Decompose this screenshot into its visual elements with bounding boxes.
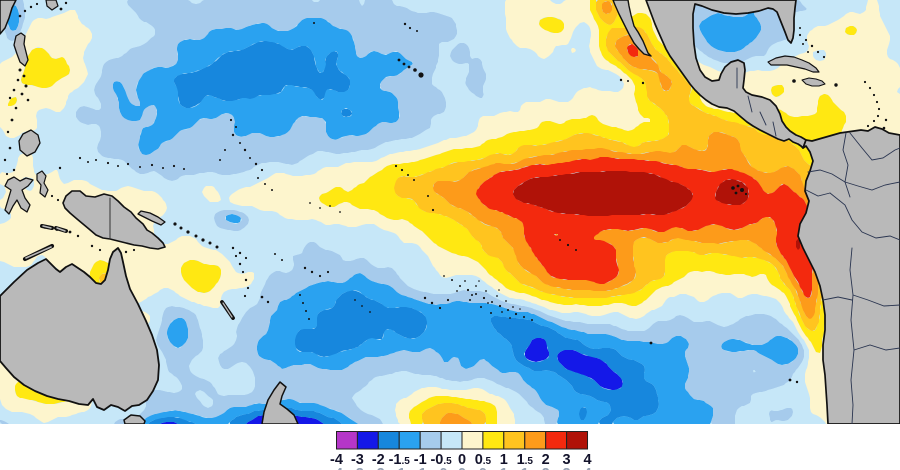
svg-text:-4: -4 <box>330 466 343 470</box>
svg-text:-2: -2 <box>372 452 385 468</box>
svg-text:1: 1 <box>500 452 508 468</box>
svg-text:4: 4 <box>583 452 591 468</box>
svg-text:-1: -1 <box>393 466 406 470</box>
svg-text:3: 3 <box>563 452 571 468</box>
svg-text:-1: -1 <box>414 452 427 468</box>
svg-text:-4: -4 <box>330 452 343 468</box>
svg-text:-3: -3 <box>351 466 364 470</box>
svg-text:4: 4 <box>583 466 591 470</box>
svg-text:0: 0 <box>458 452 466 468</box>
svg-text:1.5: 1.5 <box>517 452 534 468</box>
svg-text:2: 2 <box>542 452 550 468</box>
svg-text:1: 1 <box>521 466 529 470</box>
svg-text:0.5: 0.5 <box>475 452 492 468</box>
svg-text:-0: -0 <box>435 466 448 470</box>
svg-text:-2: -2 <box>372 466 385 470</box>
svg-text:-0.5: -0.5 <box>430 452 452 468</box>
svg-text:0: 0 <box>458 466 466 470</box>
svg-text:0: 0 <box>479 466 487 470</box>
svg-text:-1.5: -1.5 <box>389 452 411 468</box>
svg-text:2: 2 <box>542 466 550 470</box>
svg-text:1: 1 <box>500 466 508 470</box>
svg-text:-3: -3 <box>351 452 364 468</box>
svg-text:3: 3 <box>563 466 571 470</box>
svg-text:-1: -1 <box>414 466 427 470</box>
